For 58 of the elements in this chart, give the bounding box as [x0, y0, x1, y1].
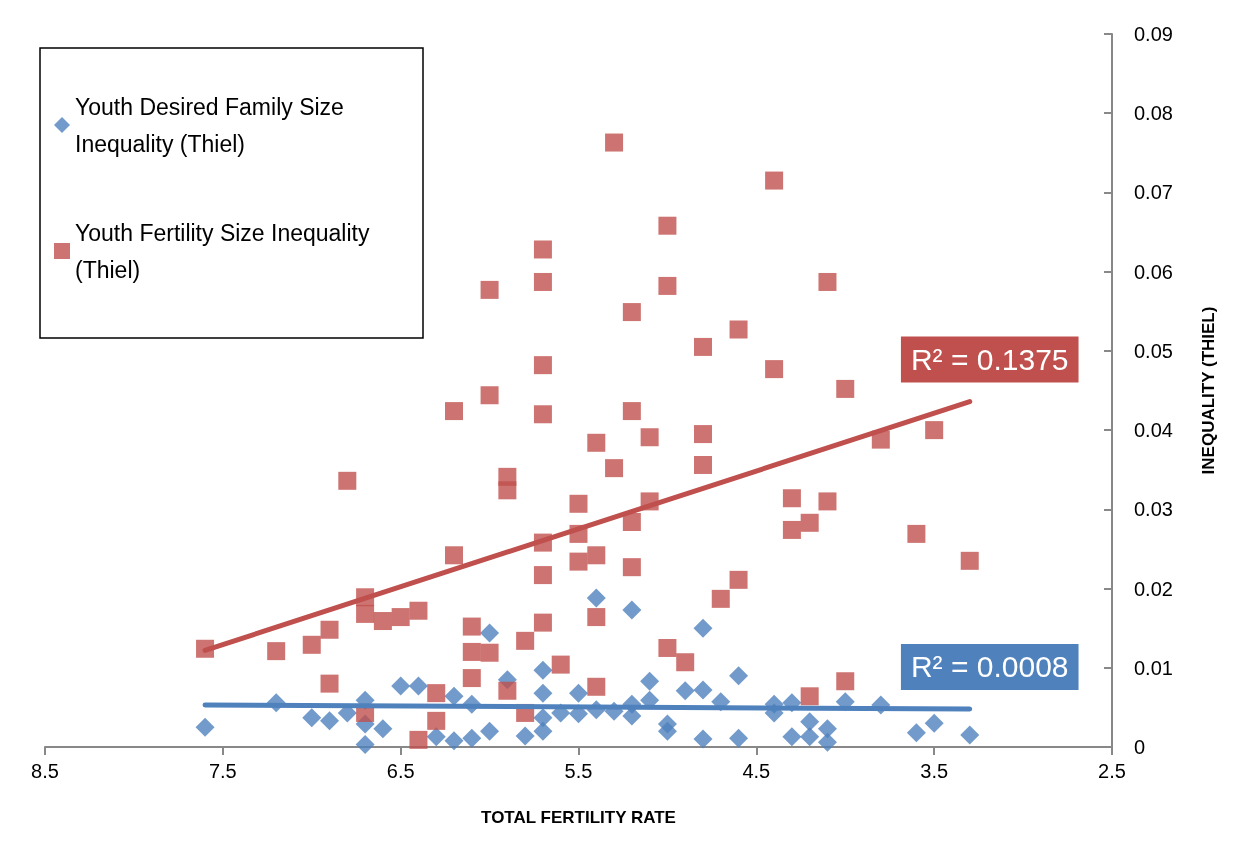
point [586, 588, 606, 608]
point [729, 666, 749, 686]
point [408, 676, 428, 696]
point [782, 727, 802, 747]
point [320, 711, 340, 731]
y-tick-label: 0.05 [1134, 339, 1173, 362]
point [355, 735, 375, 755]
point [462, 728, 482, 748]
annotation: R² = 0.1375 [910, 343, 1069, 377]
annotation: R² = 0.0008 [910, 650, 1069, 684]
point [391, 676, 411, 696]
x-tick-label: 2.5 [1098, 760, 1126, 782]
point [569, 683, 588, 703]
point [693, 729, 713, 749]
y-tick-label: 0.07 [1134, 181, 1173, 204]
y-tick-label: 0.08 [1134, 102, 1173, 125]
point [533, 721, 553, 741]
y-tick-label: 0.04 [1134, 419, 1173, 442]
point [960, 725, 980, 745]
x-tick-label: 8.5 [31, 760, 59, 782]
y-axis-title: INEQUALITY (THIEL) [1199, 306, 1218, 475]
point [480, 623, 500, 643]
point [195, 717, 215, 737]
point [693, 680, 713, 700]
point [800, 727, 820, 747]
x-tick-label: 5.5 [564, 760, 593, 782]
point [729, 728, 749, 748]
y-tick-label: 0.02 [1134, 577, 1173, 600]
x-tick-label: 6.5 [386, 760, 415, 782]
point [444, 731, 464, 751]
point [817, 732, 837, 752]
y-tick-label: 0.09 [1134, 23, 1173, 45]
point [515, 726, 535, 746]
point [622, 600, 642, 620]
x-tick-label: 3.5 [920, 760, 949, 782]
point [444, 686, 464, 706]
point [675, 681, 695, 701]
point [533, 660, 553, 680]
x-axis-title: TOTAL FERTILITY RATE [481, 808, 676, 827]
x-tick-label: 7.5 [208, 760, 237, 782]
point [693, 618, 713, 638]
point [426, 727, 446, 747]
point [924, 713, 944, 733]
point [533, 683, 553, 703]
point [906, 723, 926, 743]
y-tick-label: 0 [1134, 736, 1146, 758]
point [800, 712, 820, 732]
legend-label: Youth Fertility Size Inequality (Thiel) [75, 219, 376, 283]
legend-label: Youth Desired Family Size Inequality (Thiel) [75, 93, 351, 157]
point [302, 708, 322, 728]
x-tick-label: 4.5 [742, 760, 771, 782]
point [657, 721, 677, 741]
y-tick-label: 0.01 [1134, 656, 1173, 679]
point [373, 719, 393, 739]
y-tick-label: 0.06 [1134, 260, 1173, 283]
point [640, 671, 660, 691]
point [480, 721, 500, 741]
y-tick-label: 0.03 [1134, 498, 1173, 521]
